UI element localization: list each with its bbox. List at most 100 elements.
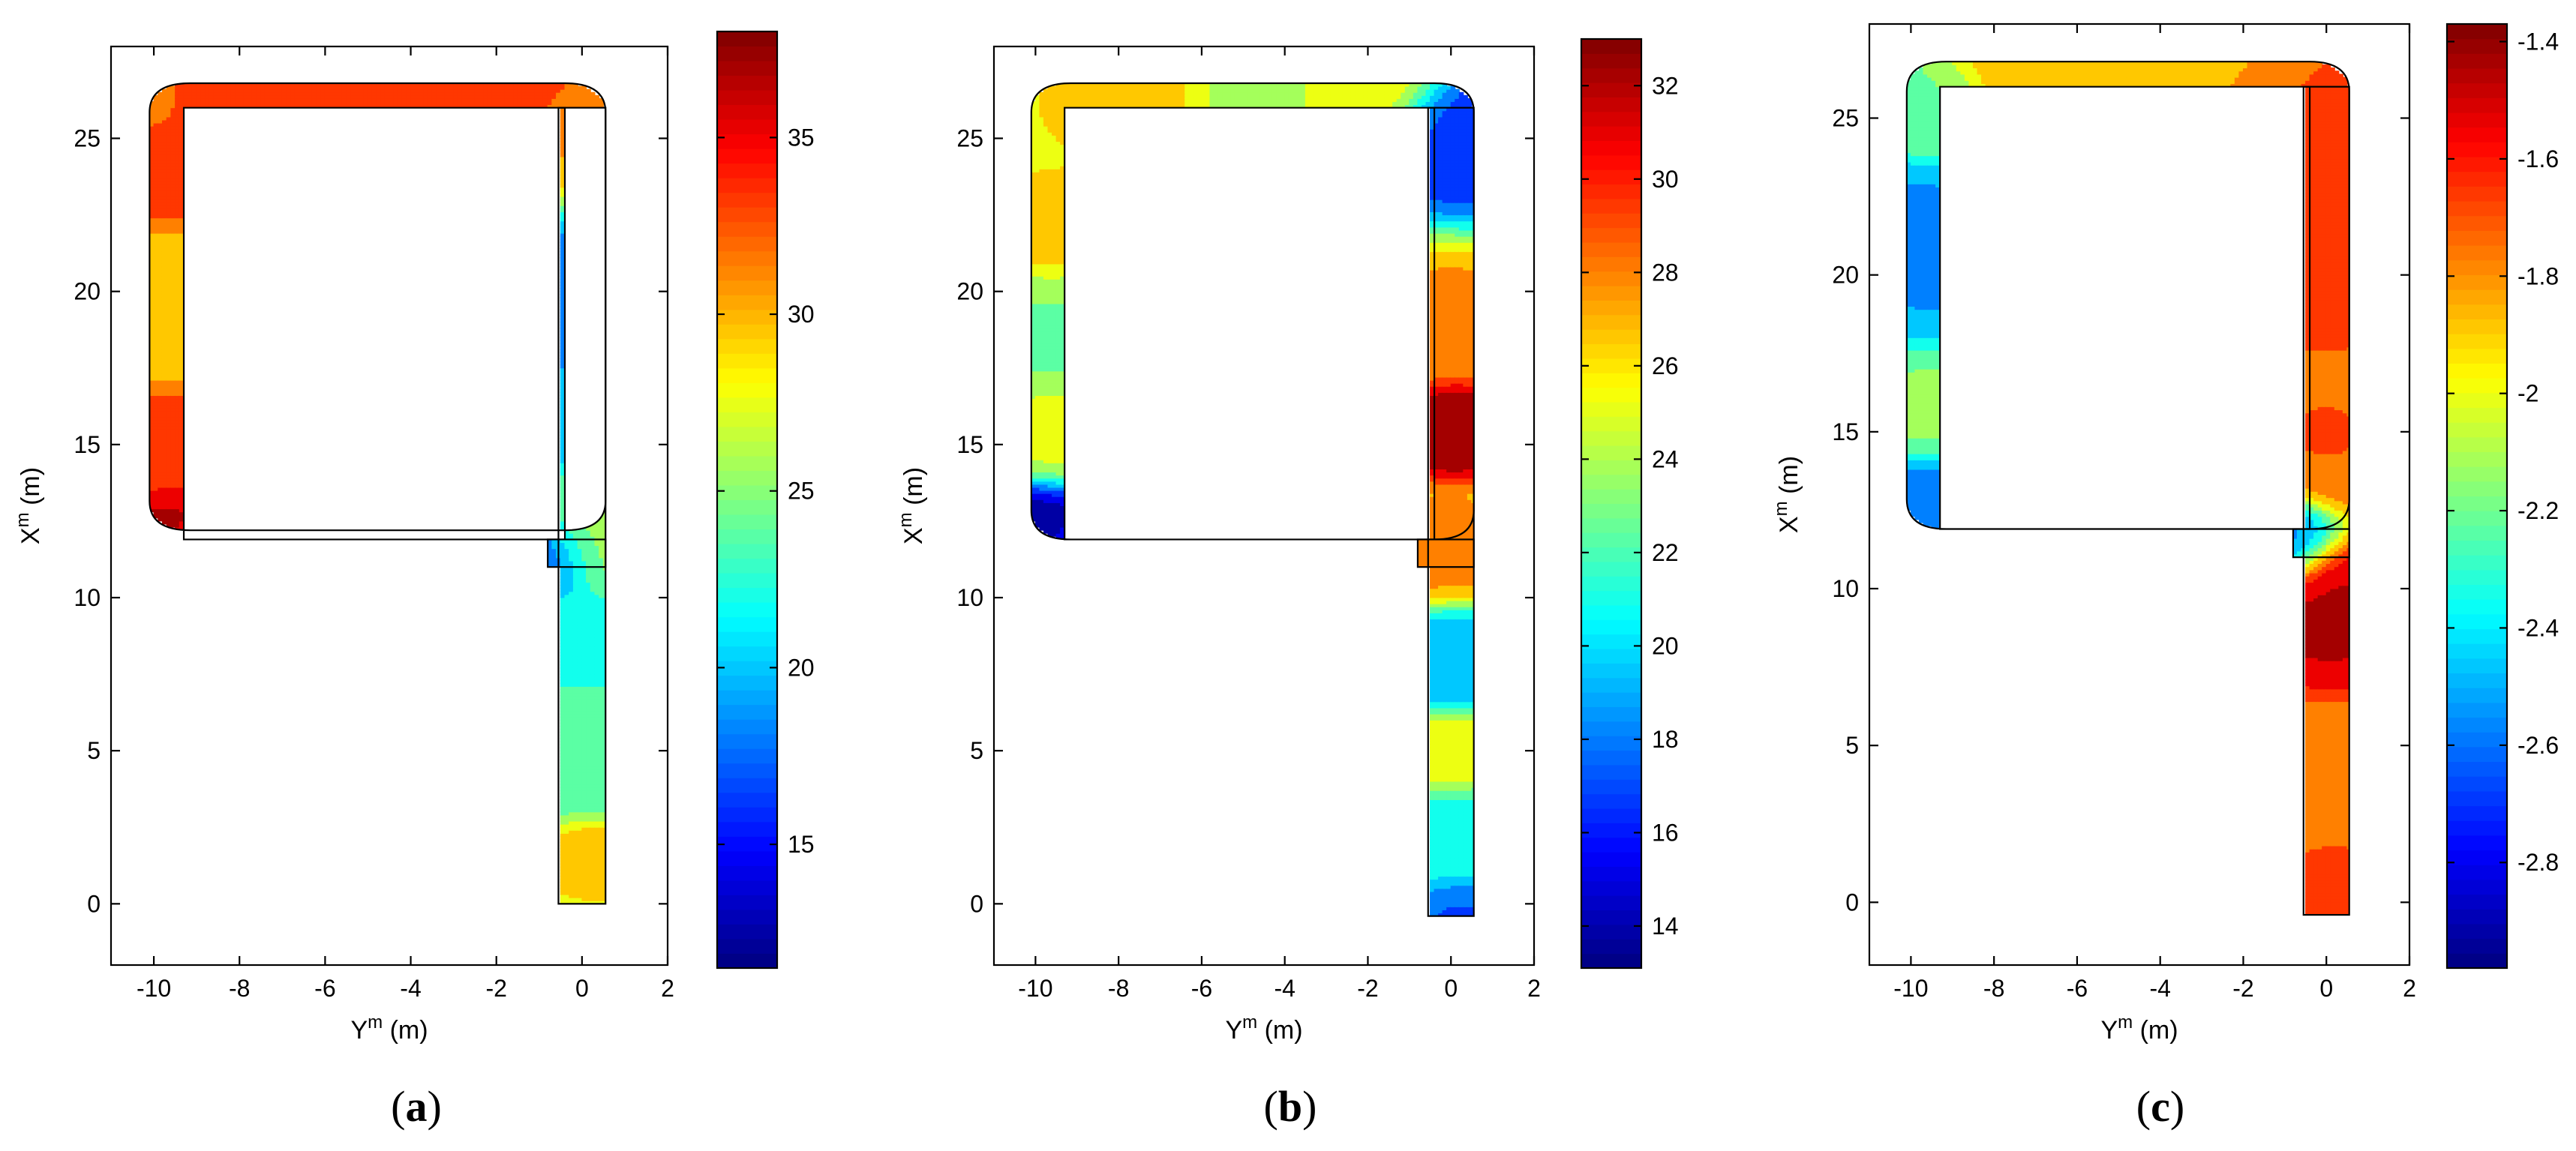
contour-cell: [590, 184, 596, 188]
contour-cell: [389, 91, 395, 96]
y-tick-label: 25: [74, 125, 101, 152]
contour-cell: [256, 97, 262, 102]
contour-cell: [590, 866, 596, 871]
contour-cell: [564, 664, 570, 669]
contour-cell: [281, 94, 287, 99]
contour-cell: [590, 257, 596, 262]
contour-cell: [166, 193, 172, 197]
contour-cell: [466, 85, 471, 90]
contour-cell: [161, 278, 167, 283]
contour-cell: [179, 456, 185, 460]
contour-cell: [572, 472, 578, 476]
contour-cell: [590, 337, 596, 341]
contour-cell: [590, 438, 596, 442]
contour-cell: [564, 419, 570, 424]
contour-cell: [590, 465, 596, 469]
contour-cell: [440, 94, 446, 99]
contour-cell: [572, 104, 578, 109]
contour-cell: [149, 217, 155, 222]
contour-cell: [175, 306, 180, 310]
contour-cell: [179, 88, 185, 93]
contour-cell: [586, 490, 591, 494]
contour-cell: [594, 453, 600, 457]
contour-cell: [153, 315, 159, 319]
contour-cell: [599, 832, 604, 837]
contour-cell: [170, 487, 176, 491]
contour-cell: [569, 695, 574, 700]
contour-cell: [599, 775, 604, 779]
contour-cell: [324, 85, 330, 90]
contour-cell: [153, 113, 159, 118]
contour-cell: [586, 591, 591, 595]
contour-cell: [594, 334, 600, 338]
contour-cell: [602, 153, 606, 157]
contour-cell: [556, 88, 561, 93]
contour-cell: [577, 220, 583, 225]
contour-cell: [586, 281, 591, 286]
contour-cell: [577, 750, 583, 754]
contour-cell: [599, 217, 604, 222]
contour-cell: [572, 110, 578, 115]
contour-cell: [572, 159, 578, 163]
contour-cell: [179, 328, 185, 332]
contour-cell: [594, 679, 600, 684]
contour-cell: [239, 85, 245, 90]
contour-cell: [166, 328, 172, 332]
contour-cell: [577, 763, 583, 767]
contour-cell: [586, 334, 591, 338]
contour-cell: [602, 214, 606, 219]
contour-cell: [590, 756, 596, 760]
contour-cell: [599, 306, 604, 310]
contour-cell: [564, 385, 570, 390]
contour-cell: [564, 116, 570, 121]
contour-cell: [149, 315, 155, 319]
contour-cell: [594, 778, 600, 782]
contour-cell: [166, 438, 172, 442]
contour-cell: [170, 343, 176, 347]
contour-cell: [170, 422, 176, 427]
contour-cell: [594, 790, 600, 794]
contour-cell: [586, 900, 591, 904]
contour-cell: [175, 456, 180, 460]
contour-cell: [286, 85, 292, 90]
contour-cell: [594, 814, 600, 819]
contour-cell: [560, 811, 566, 816]
contour-cell: [1031, 331, 1036, 335]
contour-cell: [179, 168, 185, 172]
contour-cell: [158, 125, 163, 130]
contour-cell: [179, 459, 185, 463]
colorbar-band: [717, 46, 777, 61]
contour-cell: [153, 364, 159, 369]
contour-cell: [260, 104, 266, 109]
contour-cell: [166, 450, 172, 454]
contour-cell: [158, 269, 163, 274]
contour-cell: [560, 517, 566, 522]
contour-cell: [158, 413, 163, 418]
contour-cell: [572, 603, 578, 607]
contour-cell: [581, 373, 587, 378]
contour-cell: [602, 288, 606, 292]
contour-cell: [539, 83, 544, 87]
contour-cell: [586, 563, 591, 568]
contour-cell: [179, 119, 185, 124]
contour-cell: [188, 94, 193, 99]
contour-cell: [572, 787, 578, 791]
contour-cell: [158, 122, 163, 127]
contour-cell: [569, 101, 574, 106]
contour-cell: [149, 493, 155, 497]
contour-cell: [594, 625, 600, 629]
contour-cell: [153, 444, 159, 448]
contour-cell: [590, 275, 596, 280]
contour-cell: [256, 91, 262, 96]
contour-cell: [564, 814, 570, 819]
contour-cell: [324, 94, 330, 99]
contour-cell: [209, 101, 215, 106]
contour-cell: [560, 542, 566, 547]
contour-cell: [581, 799, 587, 804]
contour-cell: [153, 410, 159, 415]
contour-cell: [560, 732, 566, 736]
contour-cell: [577, 652, 583, 657]
contour-cell: [564, 876, 570, 880]
contour-cell: [586, 171, 591, 175]
contour-cell: [569, 716, 574, 721]
